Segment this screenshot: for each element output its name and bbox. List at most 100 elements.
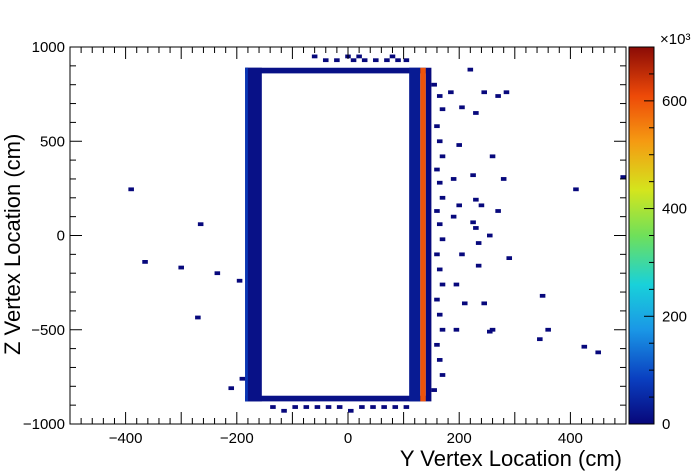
heatmap-bin: [450, 214, 457, 219]
heatmap-bin: [456, 203, 462, 208]
colorbar: 0 200 400 600: [628, 46, 687, 433]
heatmap-cell: [409, 67, 421, 402]
heatmap-bin: [439, 373, 446, 377]
heatmap-bin: [475, 263, 482, 268]
heatmap-bin: [389, 54, 396, 59]
heatmap-bin: [475, 241, 482, 245]
heatmap-bin: [436, 94, 443, 98]
heatmap-bin: [281, 408, 287, 413]
heatmap-bin: [620, 175, 626, 179]
heatmap-bin: [434, 342, 440, 347]
heatmap-bin: [325, 405, 332, 409]
heatmap-bin: [436, 312, 443, 317]
heatmap-bin: [495, 94, 501, 98]
heatmap-bin: [434, 297, 440, 302]
y-tick-label: 1000: [32, 39, 65, 56]
heatmap-bin: [436, 139, 443, 144]
heatmap-cell: [425, 67, 432, 402]
y-tick-label: 0: [57, 228, 65, 245]
heatmap-bin: [456, 143, 462, 147]
x-tick-label: 200: [447, 430, 472, 447]
heatmap-bin: [350, 58, 357, 63]
heatmap-bin: [434, 124, 440, 129]
x-axis-ticks: −400 −200 0 200 400: [69, 47, 627, 447]
heatmap-bin: [436, 267, 443, 272]
y-axis-label: Z Vertex Location (cm): [0, 134, 25, 355]
heatmap-bin: [348, 408, 354, 413]
heatmap-bin: [439, 195, 446, 200]
heatmap-bin: [434, 167, 440, 172]
heatmap-bin: [539, 293, 546, 298]
heatmap-bin: [450, 177, 457, 181]
heatmap-bin: [459, 252, 465, 257]
heatmap-bin: [439, 282, 446, 287]
heatmap-bin: [403, 58, 410, 63]
colorbar-multiplier: ×10³: [660, 31, 690, 48]
heatmap-bin: [434, 252, 440, 257]
heatmap-bin: [434, 209, 440, 213]
y-tick-label: 500: [40, 133, 65, 150]
heatmap-bin: [439, 237, 446, 242]
heatmap-bin: [467, 67, 474, 72]
heatmap-bin: [314, 405, 321, 409]
heatmap-bin: [361, 58, 368, 63]
heatmap-bin: [487, 329, 493, 334]
heatmap-bin: [392, 405, 399, 409]
plot-border: [69, 46, 627, 425]
heatmap-bin: [495, 209, 501, 213]
heatmap-bin: [478, 203, 485, 208]
heatmap-bin: [581, 344, 588, 349]
heatmap-bin: [303, 405, 310, 409]
heatmap-cell: [420, 67, 426, 402]
heatmap-bin: [470, 173, 476, 178]
heatmap-bin: [195, 315, 201, 320]
heatmap-bin: [197, 222, 204, 227]
heatmap-bin: [459, 105, 465, 110]
heatmap-bin: [381, 405, 387, 409]
heatmap-bin: [448, 90, 454, 95]
x-tick-label: 0: [344, 430, 352, 447]
heatmap-bin: [239, 376, 246, 381]
heatmap-bin: [178, 265, 184, 270]
heatmap-bin: [436, 358, 443, 362]
heatmap-bin: [453, 327, 460, 332]
heatmap-bin: [537, 337, 543, 342]
heatmap-cells: [128, 54, 626, 413]
heatmap-bin: [481, 301, 487, 306]
y-axis-ticks: −1000 −500 0 500 1000: [23, 39, 626, 433]
x-axis-label: Y Vertex Location (cm): [400, 446, 622, 471]
heatmap-bin: [461, 301, 468, 306]
heatmap-bin: [470, 220, 476, 225]
heatmap-cell: [245, 395, 426, 402]
heatmap-bin: [500, 177, 507, 181]
heatmap-bin: [487, 233, 493, 238]
heatmap-bin: [439, 154, 446, 159]
heatmap-bin: [595, 350, 601, 355]
heatmap-bin: [436, 180, 443, 185]
heatmap-bin: [228, 386, 235, 391]
heatmap-cell: [245, 67, 248, 402]
heatmap-bin: [322, 58, 329, 63]
heatmap-bin: [214, 271, 221, 276]
heatmap-bin: [336, 405, 343, 409]
colorbar-tick-label: 200: [662, 308, 687, 325]
heatmap-bin: [439, 107, 446, 112]
heatmap-cell: [245, 67, 262, 402]
heatmap-bin: [431, 388, 437, 392]
heatmap-bin: [473, 111, 479, 115]
heatmap-bin: [403, 405, 410, 409]
heatmap-bin: [573, 187, 579, 192]
heatmap-bin: [334, 58, 340, 63]
heatmap-bin: [311, 54, 318, 59]
heatmap-bin: [128, 187, 134, 192]
heatmap-bin: [384, 58, 390, 63]
x-tick-label: 400: [558, 430, 583, 447]
heatmap-bin: [373, 58, 379, 63]
x-tick-label: −400: [109, 430, 143, 447]
heatmap-bin: [439, 327, 446, 332]
heatmap-bin: [142, 260, 148, 264]
heatmap-bin: [436, 222, 443, 227]
heatmap-bin: [545, 327, 551, 332]
heatmap-bin: [359, 405, 365, 409]
